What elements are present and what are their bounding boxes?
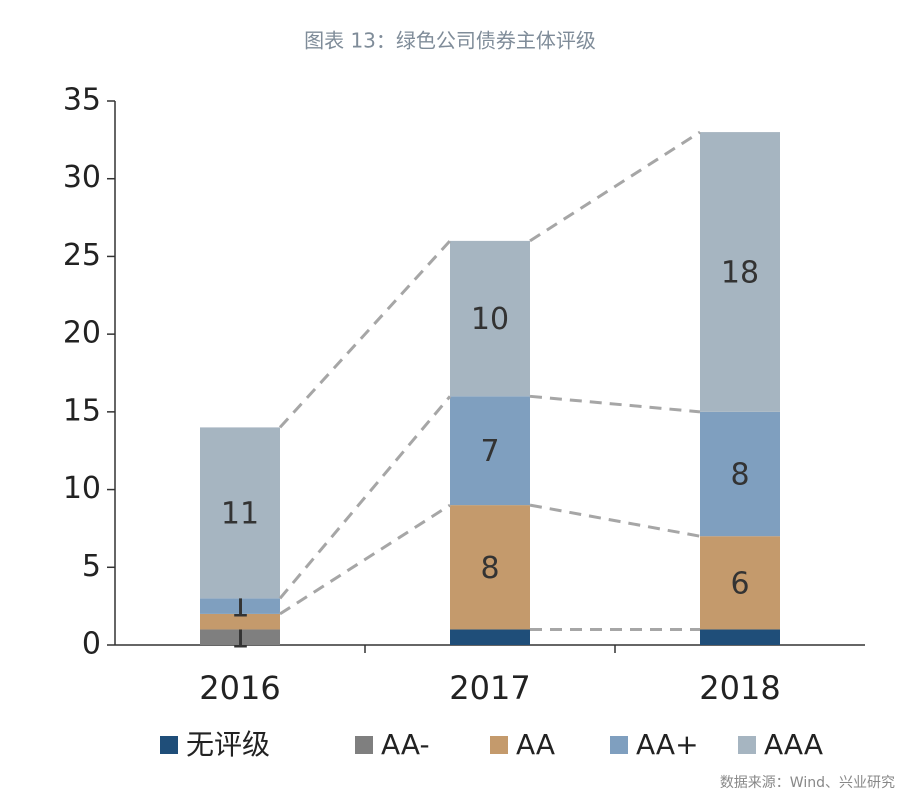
y-tick-label: 15 bbox=[63, 393, 101, 428]
connector bbox=[278, 395, 452, 600]
data-label: 6 bbox=[730, 566, 749, 601]
bar-segment bbox=[450, 396, 530, 506]
connector bbox=[529, 394, 701, 414]
data-label: 1 bbox=[230, 621, 249, 656]
legend-swatch bbox=[490, 736, 508, 754]
bar-segment bbox=[200, 427, 280, 599]
y-tick-label: 25 bbox=[63, 238, 101, 273]
bar-segment bbox=[200, 598, 280, 614]
connector bbox=[529, 130, 701, 243]
data-label: 8 bbox=[730, 458, 749, 493]
bar-segment bbox=[450, 505, 530, 630]
x-tick-label: 2017 bbox=[449, 669, 530, 707]
legend-swatch bbox=[355, 736, 373, 754]
y-tick-label: 0 bbox=[82, 627, 101, 662]
legend-label: AA- bbox=[381, 728, 430, 761]
bar-segment bbox=[200, 613, 280, 630]
bar-segment bbox=[700, 536, 780, 630]
connector bbox=[279, 503, 451, 616]
data-label: 18 bbox=[721, 255, 759, 290]
connector bbox=[529, 503, 701, 538]
legend-swatch bbox=[610, 736, 628, 754]
y-tick-label: 5 bbox=[82, 549, 101, 584]
legend-label: 无评级 bbox=[186, 728, 270, 761]
y-tick-label: 20 bbox=[63, 316, 101, 351]
legend-label: AA bbox=[516, 728, 555, 761]
bar-segment bbox=[450, 629, 530, 645]
x-tick-label: 2018 bbox=[699, 669, 780, 707]
bar-segment bbox=[450, 240, 530, 397]
data-label: 8 bbox=[480, 551, 499, 586]
legend-label: AAA bbox=[764, 728, 823, 761]
bar-segment bbox=[700, 132, 780, 412]
data-label: 10 bbox=[471, 302, 509, 337]
legend-swatch bbox=[160, 736, 178, 754]
legend-swatch bbox=[738, 736, 756, 754]
bar-segment bbox=[700, 411, 780, 537]
x-tick-label: 2016 bbox=[199, 669, 280, 707]
bar-segment bbox=[700, 629, 780, 645]
y-tick-label: 10 bbox=[63, 471, 101, 506]
y-tick-label: 35 bbox=[63, 83, 101, 118]
data-label: 7 bbox=[480, 434, 499, 469]
connector bbox=[278, 239, 452, 429]
bar-segment bbox=[200, 629, 280, 645]
data-label: 11 bbox=[221, 496, 259, 531]
chart-title: 图表 13：绿色公司债券主体评级 bbox=[304, 29, 596, 53]
y-tick-label: 30 bbox=[63, 160, 101, 195]
source-note: 数据来源：Wind、兴业研究 bbox=[720, 775, 895, 791]
legend-label: AA+ bbox=[636, 728, 699, 761]
data-label: 1 bbox=[230, 590, 249, 625]
